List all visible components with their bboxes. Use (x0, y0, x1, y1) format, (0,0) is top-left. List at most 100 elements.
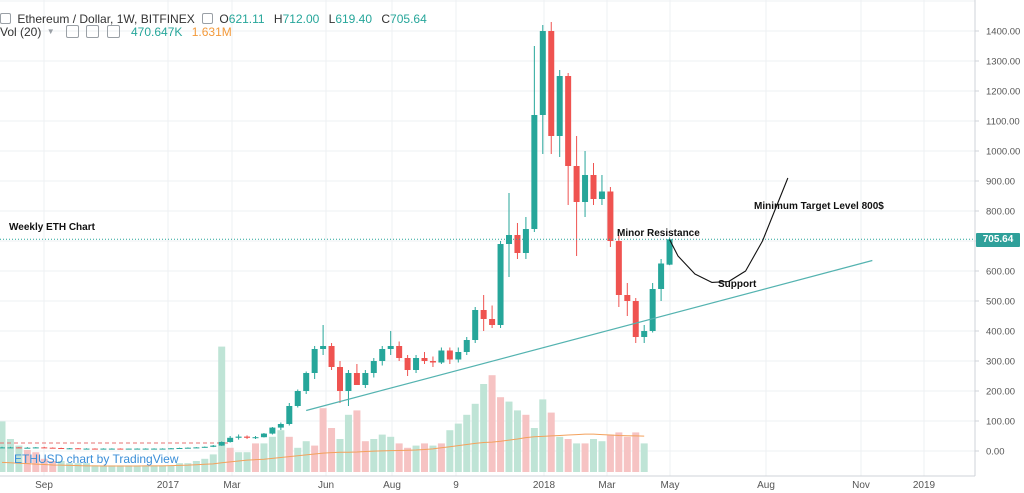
symbol-title[interactable]: Ethereum / Dollar, 1W, BITFINEX (17, 11, 195, 26)
price-tick-label: 1400.00 (986, 27, 1020, 38)
time-tick-label: 2018 (533, 480, 556, 491)
candle-body (658, 263, 665, 289)
low-value: 619.40 (335, 11, 373, 26)
candle-body (649, 289, 656, 331)
gear-icon[interactable] (86, 25, 100, 39)
candle-body (142, 448, 149, 450)
symbol-icon[interactable] (0, 13, 11, 25)
candle-body (151, 448, 158, 450)
volume-bar (387, 436, 395, 472)
candle-body (522, 229, 529, 253)
candle-body (531, 115, 538, 229)
candle-body (201, 446, 208, 448)
candle-body (320, 346, 327, 349)
price-tick-label: 400.00 (986, 327, 1015, 338)
candle-body (159, 448, 166, 450)
volume-bar (606, 434, 614, 472)
price-tick-label: 300.00 (986, 357, 1015, 368)
candle-body (446, 350, 453, 360)
candle-body (176, 448, 183, 449)
close-icon[interactable] (106, 25, 120, 39)
price-tick-label: 800.00 (986, 207, 1015, 218)
candle-body (328, 346, 335, 367)
volume-bar (446, 430, 454, 472)
volume-bar (116, 465, 124, 472)
volume-indicator-label[interactable]: Vol (20) (0, 24, 42, 39)
annotation-target-level: Minimum Target Level 800$ (754, 201, 884, 212)
candle-body (15, 447, 22, 449)
candle-body (480, 310, 487, 319)
time-tick-label: 2017 (157, 480, 180, 491)
volume-bar (497, 397, 505, 472)
volume-bar (23, 450, 31, 472)
tradingview-watermark[interactable]: ETHUSD chart by TradingView (14, 452, 179, 466)
eye-icon[interactable] (65, 25, 79, 39)
drawings (0, 177, 975, 412)
volume-bar (49, 461, 57, 472)
volume-bar (268, 436, 276, 472)
candle-body (168, 448, 174, 450)
close-label: C (381, 11, 391, 26)
candle-body (193, 447, 200, 449)
projection-path (669, 177, 789, 283)
volume-bar (226, 447, 234, 472)
candle-body (0, 447, 5, 449)
volume-bar (201, 458, 209, 472)
candle-body (404, 358, 411, 370)
candle-body (32, 447, 39, 449)
price-tick-label: 1200.00 (986, 87, 1020, 98)
volume-bar (556, 436, 564, 472)
candle-body (294, 391, 301, 406)
time-axis-bg (0, 476, 975, 493)
candle-body (218, 442, 225, 446)
price-tick-label: 0.00 (986, 447, 1005, 458)
volume-bar (623, 436, 631, 472)
candle-body (514, 235, 521, 253)
candle-body (244, 436, 251, 438)
candle-body (624, 295, 631, 301)
volume-bar (454, 423, 462, 472)
candle-body (429, 361, 436, 363)
settings-icon[interactable] (202, 13, 214, 25)
candle-body (666, 239, 673, 265)
volume-bar (632, 432, 640, 472)
volume-bar (353, 410, 361, 472)
low-label: L (328, 11, 336, 26)
volume-bar (6, 439, 14, 472)
candle-body (210, 445, 217, 447)
candle-body (632, 301, 639, 337)
candle-body (421, 358, 428, 361)
chevron-down-icon[interactable]: ▼ (46, 26, 55, 36)
time-tick-label: 9 (453, 480, 459, 491)
volume-bar (83, 463, 90, 472)
volume-bar (581, 443, 589, 472)
candle-body (58, 448, 65, 449)
volume-bar (421, 443, 428, 472)
candle-body (472, 310, 479, 340)
volume-ma-value: 1.631M (191, 24, 232, 39)
volume-bar (159, 465, 167, 472)
volume-bar (463, 414, 471, 472)
candle-body (260, 433, 267, 438)
candle-body (556, 76, 563, 136)
volume-bar (530, 428, 538, 472)
candle-body (66, 448, 73, 450)
volume-bar (590, 439, 597, 472)
candle-body (489, 319, 496, 325)
candle-body (184, 447, 191, 449)
candle-body (565, 76, 572, 166)
candle-body (463, 340, 470, 352)
volume-bar (640, 443, 648, 472)
price-tick-label: 200.00 (986, 387, 1015, 398)
volume-bars (0, 346, 648, 472)
candle-body (615, 241, 622, 295)
volume-bar (260, 443, 268, 472)
candle-body (353, 373, 360, 385)
volume-bar (150, 465, 158, 472)
volume-bar (370, 439, 378, 472)
volume-bar (336, 439, 344, 472)
price-tick-label: 500.00 (986, 297, 1015, 308)
volume-bar (57, 461, 65, 472)
time-tick-label: May (661, 480, 680, 491)
